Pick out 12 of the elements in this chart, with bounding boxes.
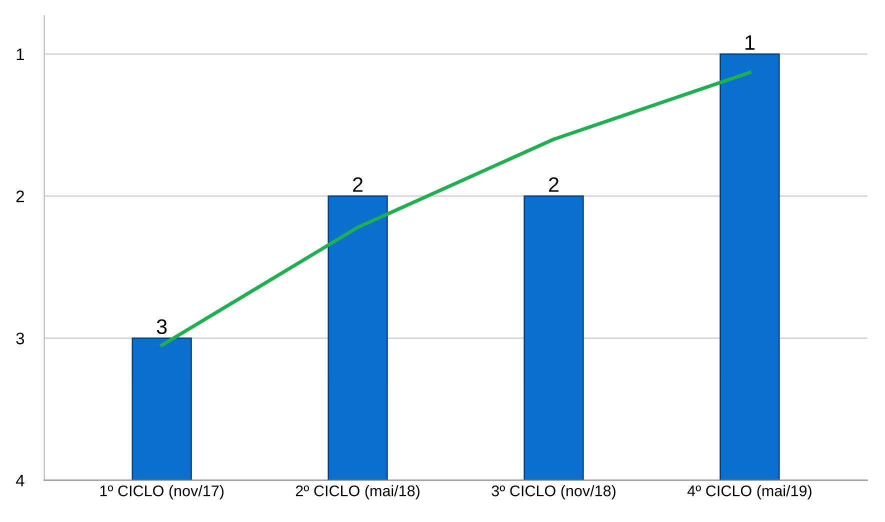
y-tick-label: 1	[16, 48, 24, 60]
x-tick-label: 3º CICLO (nov/18)	[492, 485, 616, 500]
y-tick-label: 3	[16, 332, 24, 344]
y-tick-label: 2	[16, 190, 24, 202]
data-label: 2	[353, 177, 363, 192]
data-label: 3	[156, 319, 167, 334]
y-tick-label: 4	[16, 474, 24, 486]
x-tick-label: 1º CICLO (nov/17)	[100, 485, 224, 500]
x-tick-label: 2º CICLO (mai/18)	[296, 485, 420, 500]
data-label: 1	[746, 35, 754, 50]
data-label: 2	[549, 177, 559, 192]
x-tick-label: 4º CICLO (mai/19)	[687, 485, 812, 500]
